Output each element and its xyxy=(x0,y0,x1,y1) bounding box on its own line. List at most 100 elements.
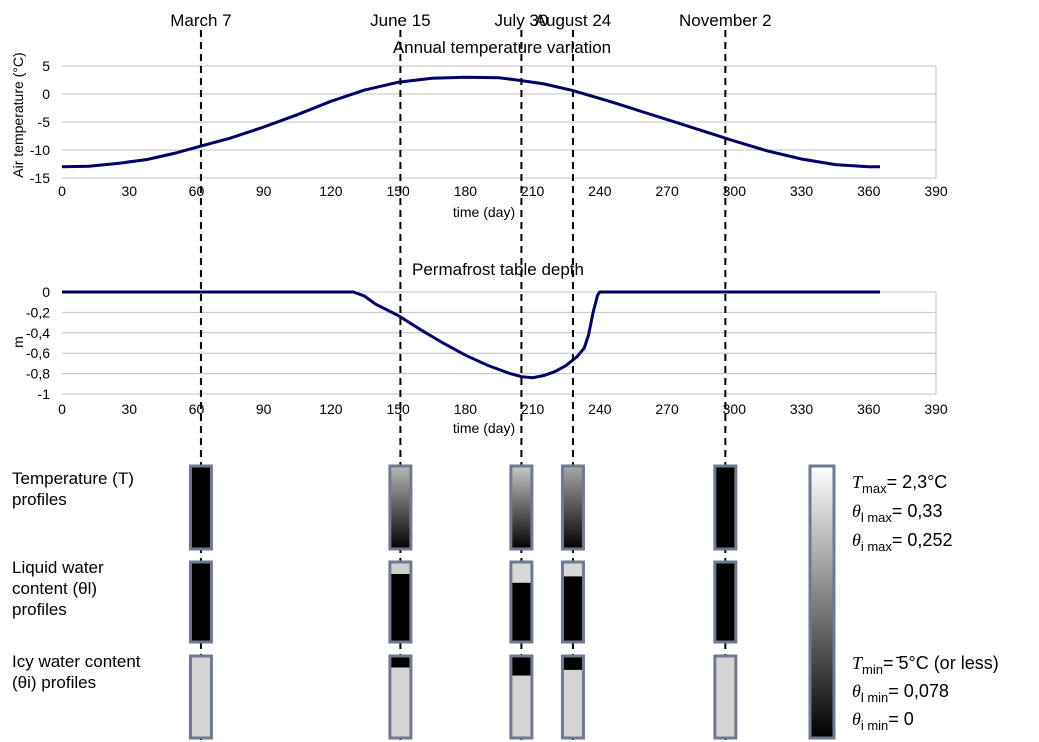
date-marker-label-march-7: March 7 xyxy=(170,11,231,30)
permafrost-x-tick-label: 270 xyxy=(655,401,679,417)
temperature-x-tick-label: 0 xyxy=(58,183,66,199)
temperature-chart-title: Annual temperature variation xyxy=(393,38,611,57)
legend-max-line-1-symbol: θ xyxy=(852,501,861,521)
temperature-profile-bar-july-30-fill xyxy=(510,466,532,549)
permafrost-chart-x-axis-label: time (day) xyxy=(453,420,515,436)
permafrost-y-tick-label: -0,8 xyxy=(26,366,50,382)
legend-max-line-0-symbol: T xyxy=(852,472,864,492)
date-marker-label-august-24: August 24 xyxy=(535,11,612,30)
legend-min-line-0-subscript: min xyxy=(862,662,883,677)
permafrost-x-tick-label: 210 xyxy=(521,401,545,417)
permafrost-y-tick-label: -0,2 xyxy=(26,304,50,320)
permafrost-chart-y-axis-label: m xyxy=(10,336,26,348)
liquid-water-profile-bar-november-2-fill xyxy=(714,562,736,642)
icy-water-profile-bar-march-7-border xyxy=(188,654,213,740)
permafrost-x-tick-label: 240 xyxy=(588,401,612,417)
legend-max-line-2-value: = 0,252 xyxy=(892,530,953,550)
temperature-profile-bar-august-24-border xyxy=(560,464,585,551)
temperature-profile-bar-march-7-fill xyxy=(190,466,212,549)
liquid-water-profile-bar-july-30-top-fill xyxy=(510,562,532,583)
temperature-x-tick-label: 330 xyxy=(790,183,814,199)
temperature-x-tick-label: 300 xyxy=(723,183,747,199)
temperature-chart-y-ticks: 5 0 -5 -10 -15 xyxy=(30,58,50,186)
permafrost-x-tick-label: 300 xyxy=(723,401,747,417)
temperature-chart-grid xyxy=(62,65,937,179)
legend-max-line-2-subscript: i max xyxy=(861,539,893,554)
temperature-profile-bar-november-2-fill xyxy=(714,466,736,549)
legend-min-line-2: θi min= 0 xyxy=(852,709,914,733)
legend-max-line-2: θi max= 0,252 xyxy=(852,530,952,554)
liquid-water-profile-bar-july-30-bottom-fill xyxy=(510,582,532,642)
icy-water-profile-bar-july-30-top-fill xyxy=(510,656,532,676)
permafrost-x-tick-label: 90 xyxy=(256,401,272,417)
legend-color-bar xyxy=(808,464,836,740)
permafrost-chart: Permafrost table depth 0 -0,2 -0,4 -0,6 -0,8… xyxy=(10,260,948,436)
legend-max-line-1-value: = 0,33 xyxy=(892,501,943,521)
row-label-liquid-water: Liquid water content (θl) profiles xyxy=(12,558,108,619)
icy-water-profile-bar-november-2-border xyxy=(713,654,738,740)
icy-water-profile-bar-june-15-bottom-fill xyxy=(389,667,411,738)
permafrost-y-tick-label: -0,6 xyxy=(26,345,50,361)
temperature-profile-bar-july-30-border xyxy=(509,464,534,551)
legend-max-line-1-subscript: l max xyxy=(861,510,893,525)
legend-min-line-2-symbol: θ xyxy=(852,709,861,729)
legend-min-line-0: Tmin= ̄5°C (or less) xyxy=(852,653,999,677)
temperature-x-tick-label: 210 xyxy=(521,183,545,199)
permafrost-series-line xyxy=(62,290,880,380)
liquid-water-profile-bar-november-2-border xyxy=(713,560,738,644)
liquid-water-profile-bar-august-24-bottom-fill xyxy=(562,576,584,642)
temperature-profile-bar-november-2-border xyxy=(713,464,738,551)
temperature-chart-x-axis-label: time (day) xyxy=(453,204,515,220)
permafrost-x-tick-label: 360 xyxy=(857,401,881,417)
temperature-x-tick-label: 270 xyxy=(655,183,679,199)
temperature-x-tick-label: 90 xyxy=(256,183,272,199)
temperature-chart-y-axis-label: Air temperature (°C) xyxy=(10,52,26,177)
permafrost-x-tick-label: 390 xyxy=(924,401,948,417)
date-marker-label-june-15: June 15 xyxy=(370,11,431,30)
legend-min-line-0-symbol: T xyxy=(852,653,864,673)
icy-water-profile-bar-august-24-border xyxy=(560,654,585,740)
temperature-x-tick-label: 120 xyxy=(319,183,343,199)
liquid-water-profile-bar-march-7-border xyxy=(188,560,213,644)
permafrost-x-tick-label: 0 xyxy=(58,401,66,417)
row-label-icy-water: Icy water content (θi) profiles xyxy=(12,652,145,692)
icy-water-profile-bar-june-15-border xyxy=(388,654,413,740)
row-label-temperature: Temperature (T) profiles xyxy=(12,469,139,509)
profile-bars xyxy=(188,464,738,740)
profile-row-labels: Temperature (T) profiles Liquid water co… xyxy=(12,469,145,692)
temperature-chart: Annual temperature variation 50-5-10-15 … xyxy=(10,38,948,220)
permafrost-x-tick-label: 30 xyxy=(121,401,137,417)
legend-max-line-0-subscript: max xyxy=(862,481,887,496)
legend-max-line-0-value: = 2,3°C xyxy=(887,472,948,492)
temperature-y-tick-label: 5 xyxy=(42,58,50,74)
permafrost-x-tick-label: 150 xyxy=(386,401,410,417)
icy-water-profile-bar-march-7-fill xyxy=(190,656,212,738)
legend-max-line-2-symbol: θ xyxy=(852,530,861,550)
icy-water-profile-bar-november-2-fill xyxy=(714,656,736,738)
legend-min-line-1: θl min= 0,078 xyxy=(852,681,949,705)
legend-min-line-1-value: = 0,078 xyxy=(888,681,949,701)
temperature-x-tick-label: 240 xyxy=(588,183,612,199)
liquid-water-profile-bar-july-30-border xyxy=(509,560,534,644)
temperature-x-tick-label: 390 xyxy=(924,183,948,199)
temperature-y-tick-label: -10 xyxy=(30,142,50,158)
legend-min-line-1-symbol: θ xyxy=(852,681,861,701)
permafrost-chart-grid xyxy=(62,291,937,395)
temperature-profile-bar-march-7-border xyxy=(188,464,213,551)
temperature-x-tick-label: 360 xyxy=(857,183,881,199)
temperature-profile-bar-june-15-border xyxy=(388,464,413,551)
legend-min-line-1-subscript: l min xyxy=(861,690,888,705)
icy-water-profile-bar-june-15-top-fill xyxy=(389,656,411,668)
permafrost-chart-y-ticks: 0 -0,2 -0,4 -0,6 -0,8 -1 xyxy=(26,284,50,402)
permafrost-y-tick-label: -1 xyxy=(38,386,51,402)
legend-min-line-2-subscript: i min xyxy=(861,718,888,733)
legend-max-line-0: Tmax= 2,3°C xyxy=(852,472,947,496)
icy-water-profile-bar-july-30-border xyxy=(509,654,534,740)
liquid-water-profile-bar-august-24-border xyxy=(560,560,585,644)
icy-water-profile-bar-july-30-bottom-fill xyxy=(510,675,532,738)
icy-water-profile-bar-august-24-bottom-fill xyxy=(562,669,584,738)
temperature-series-line xyxy=(61,75,880,169)
